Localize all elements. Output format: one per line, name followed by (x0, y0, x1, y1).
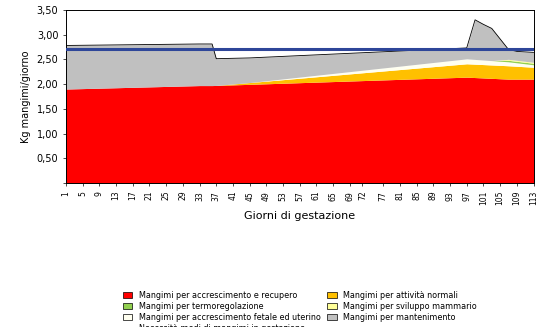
Y-axis label: Kg mangimi/giorno: Kg mangimi/giorno (21, 50, 31, 143)
X-axis label: Giorni di gestazione: Giorni di gestazione (244, 211, 355, 221)
Legend: Mangimi per accrescimento e recupero, Mangimi per termoregolazione, Mangimi per : Mangimi per accrescimento e recupero, Ma… (119, 288, 480, 327)
